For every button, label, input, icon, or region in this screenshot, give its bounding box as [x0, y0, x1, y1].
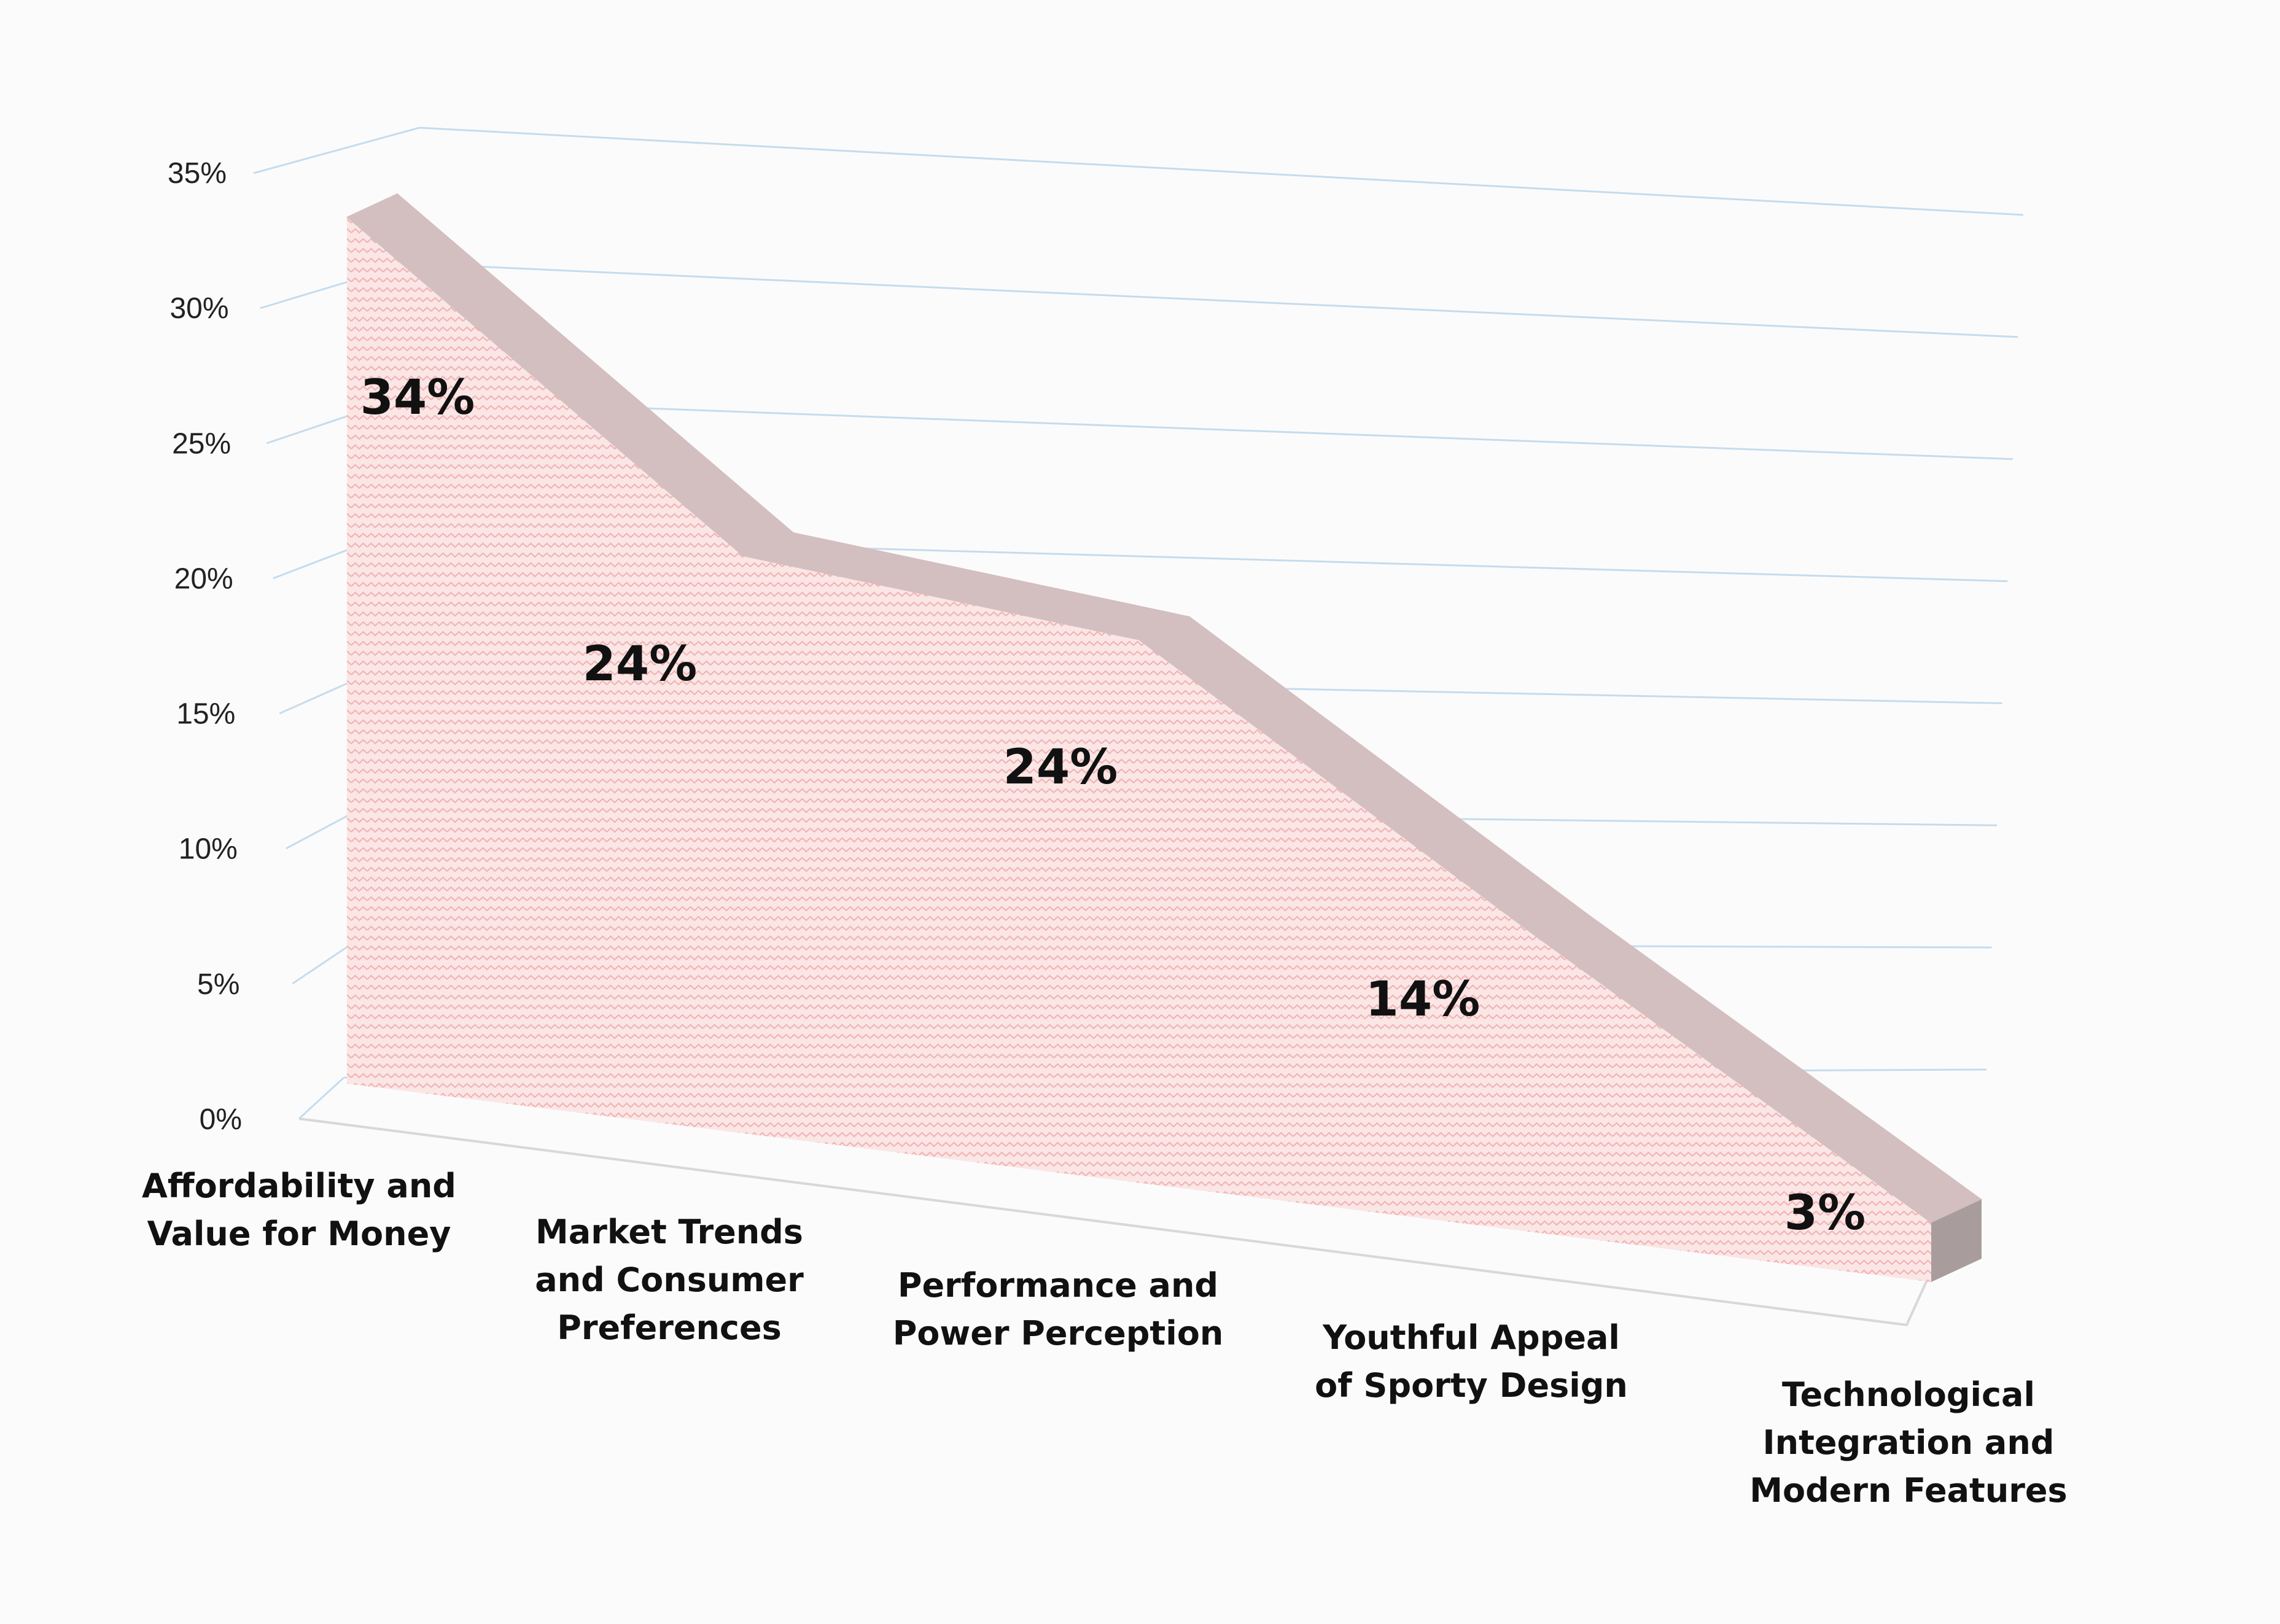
gridline-back	[397, 398, 2013, 460]
data-label: 24%	[1003, 740, 1118, 795]
area-layer	[346, 193, 1982, 1282]
area-side-face	[1931, 1199, 1982, 1282]
x-tick-label: Affordability and Value for Money	[142, 1167, 456, 1253]
gridline-left	[292, 941, 356, 985]
y-tick-label: 25%	[172, 427, 231, 460]
gridline-back	[408, 262, 2018, 338]
y-tick-label: 15%	[176, 698, 235, 731]
y-tick-label: 5%	[197, 968, 239, 1001]
x-axis-ticks: Affordability and Value for Money Market T…	[142, 1167, 2068, 1510]
data-label: 14%	[1366, 972, 1480, 1027]
data-label: 24%	[583, 637, 698, 692]
x-tick-label: Market Trends and Consumer Preferences	[535, 1213, 804, 1347]
gridline-left	[253, 126, 420, 174]
y-axis-ticks: 0% 5% 10% 15% 20% 25% 30% 35%	[168, 157, 242, 1136]
x-tick-label: Performance and Power Perception	[893, 1266, 1224, 1353]
gridline-back	[419, 126, 2024, 216]
x-tick-label: Technological Integration and Modern Featu…	[1749, 1375, 2067, 1510]
y-tick-label: 20%	[174, 562, 233, 595]
y-tick-label: 10%	[179, 833, 238, 866]
gridline-left	[298, 1076, 345, 1120]
y-tick-label: 35%	[168, 157, 227, 190]
data-label: 34%	[360, 370, 475, 425]
area-front-face	[347, 217, 1931, 1282]
y-tick-label: 30%	[169, 292, 228, 325]
y-tick-label: 0%	[200, 1103, 242, 1136]
data-labels: 34% 24% 24% 14% 3%	[360, 370, 1866, 1241]
x-tick-label: Youthful Appeal of Sporty Design	[1315, 1318, 1628, 1405]
data-label: 3%	[1784, 1186, 1866, 1241]
